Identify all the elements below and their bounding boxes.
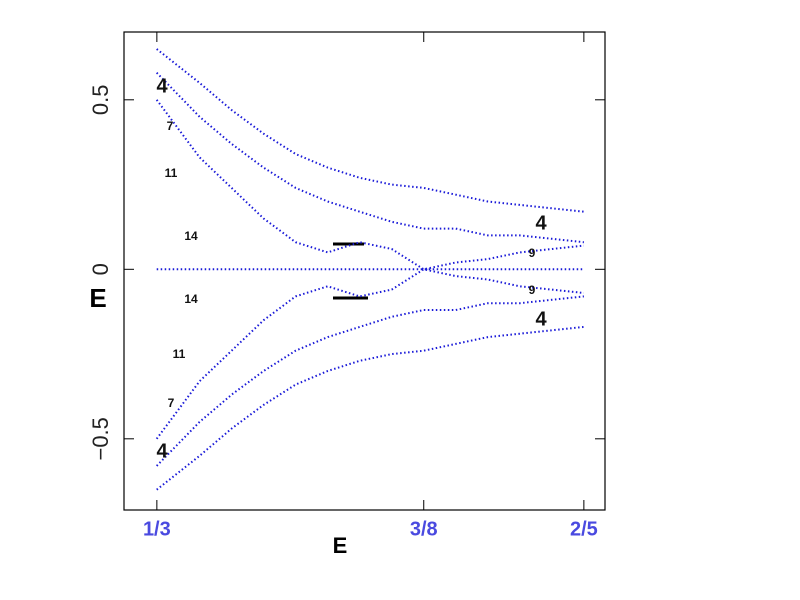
- x-axis-label: E: [333, 533, 348, 558]
- region-label: 9: [529, 246, 536, 260]
- y-tick-label: 0: [88, 263, 113, 275]
- region-label: 11: [165, 166, 178, 180]
- region-label: 11: [173, 347, 186, 361]
- region-label: 14: [184, 229, 198, 243]
- plot-frame: [123, 31, 606, 511]
- x-tick-label: 3/8: [410, 518, 438, 540]
- y-axis-label: E: [89, 283, 106, 313]
- region-label: 7: [167, 119, 174, 133]
- region-label: 14: [184, 292, 198, 306]
- band-edge: [155, 268, 585, 440]
- y-tick-label: −0.5: [88, 417, 113, 460]
- region-label: 4: [156, 75, 168, 97]
- band-edge: [156, 48, 585, 213]
- band-edge: [155, 295, 585, 467]
- y-tick-label: 0.5: [88, 85, 113, 116]
- band-edge: [155, 72, 585, 244]
- band-edge: [155, 99, 585, 271]
- region-label: 4: [535, 308, 547, 330]
- x-tick-label: 1/3: [143, 518, 171, 540]
- region-label: 7: [168, 396, 175, 410]
- band-edge: [156, 325, 585, 491]
- region-label: 4: [535, 212, 547, 234]
- region-label: 9: [529, 283, 536, 297]
- x-tick-label: 2/5: [570, 518, 598, 540]
- region-label: 4: [156, 440, 168, 462]
